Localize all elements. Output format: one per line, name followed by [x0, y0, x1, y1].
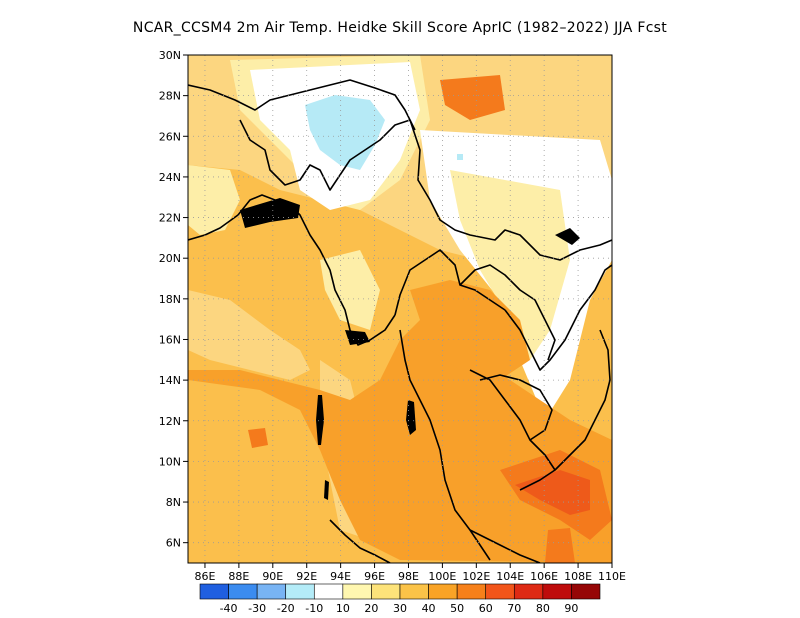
cambodia-border: [479, 374, 553, 441]
lon-tick-label: 102E: [462, 570, 490, 583]
lon-tick-label: 98E: [398, 570, 419, 583]
indochina-coast: [504, 264, 612, 371]
colorbar-swatch: [456, 583, 487, 600]
lon-tick-label: 92E: [296, 570, 317, 583]
himalaya-border: [188, 79, 416, 131]
colorbar-swatch: [428, 583, 458, 600]
field-west-pale: [188, 165, 240, 235]
colorbar-swatch: [199, 583, 229, 600]
laos-border: [459, 264, 556, 361]
colorbar-swatch: [228, 583, 258, 600]
colorbar-label: 20: [364, 602, 378, 615]
colorbar-label: 50: [450, 602, 464, 615]
colorbar-swatch: [371, 583, 401, 600]
sundarbans-delta: [240, 198, 300, 228]
lon-tick-label: 104E: [496, 570, 524, 583]
thai-peninsula: [399, 329, 491, 561]
field-deep-1: [440, 75, 505, 120]
lat-tick-label: 24N: [159, 171, 181, 184]
lat-tick-label: 30N: [159, 49, 181, 62]
lon-axis: 86E 88E 90E 92E 94E 96E 98E 100E 102E 104E 106E 108…: [194, 563, 626, 583]
colorbar-swatch: [513, 583, 544, 600]
islands: [240, 198, 580, 500]
lat-tick-label: 12N: [159, 415, 181, 428]
vietnam-coast: [554, 329, 611, 471]
colorbar-swatch: [342, 583, 372, 600]
colorbar-swatch: [485, 583, 515, 600]
mergui-archipelago: [406, 400, 416, 435]
field-mid-pale: [320, 250, 380, 330]
colorbar-label: 30: [393, 602, 407, 615]
graticule: [188, 55, 612, 563]
lon-tick-label: 86E: [194, 570, 215, 583]
field-cyan-north: [305, 95, 385, 170]
lon-tick-label: 100E: [428, 570, 456, 583]
colorbar-swatch: [542, 583, 572, 600]
colorbar-label: 90: [564, 602, 578, 615]
map-title: NCAR_CCSM4 2m Air Temp. Heidke Skill Sco…: [132, 20, 668, 36]
colorbar-label: 80: [536, 602, 550, 615]
colorbar-label: -20: [277, 602, 295, 615]
coastlines-borders: [188, 79, 612, 563]
myanmar-thai-border: [394, 249, 506, 316]
lon-tick-label: 94E: [330, 570, 351, 583]
colorbar-label: 40: [422, 602, 436, 615]
lon-tick-label: 96E: [364, 570, 385, 583]
colorbar-swatch: [256, 583, 287, 600]
nicobar-islands: [324, 480, 329, 500]
lat-tick-label: 6N: [166, 537, 181, 550]
lon-tick-label: 90E: [262, 570, 283, 583]
irrawaddy-delta: [345, 330, 370, 345]
colorbar-label: 60: [479, 602, 493, 615]
lat-tick-label: 20N: [159, 252, 181, 265]
colorbar-label: 70: [507, 602, 521, 615]
lat-tick-label: 28N: [159, 90, 181, 103]
field-bay-light: [188, 290, 310, 380]
lon-tick-label: 106E: [530, 570, 558, 583]
andaman-islands: [316, 395, 324, 445]
lat-tick-label: 22N: [159, 212, 181, 225]
field-deep-4: [545, 528, 575, 563]
field-cyan-dot: [457, 154, 463, 160]
lon-tick-label: 88E: [228, 570, 249, 583]
skill-score-field: [188, 55, 612, 563]
field-south-orange: [188, 320, 612, 563]
field-center-orange: [410, 280, 530, 380]
lat-tick-label: 18N: [159, 293, 181, 306]
lon-tick-label: 108E: [564, 570, 592, 583]
lat-tick-label: 10N: [159, 455, 181, 468]
colorbar-label: -30: [248, 602, 266, 615]
lat-tick-label: 16N: [159, 333, 181, 346]
lat-tick-label: 8N: [166, 496, 181, 509]
lat-axis: 30N 28N 26N 24N 22N 20N 18N 16N 14N 12N 10N 8N 6N: [159, 49, 188, 550]
colorbar-swatch: [399, 583, 429, 600]
colorbar-swatch: [313, 583, 344, 600]
myanmar-china-border: [409, 119, 612, 261]
colorbar-swatch: [285, 583, 315, 600]
field-red-1: [515, 470, 590, 515]
map-frame: [187, 54, 613, 564]
india-bangladesh-coast: [188, 194, 396, 346]
colorbar-swatch: [571, 583, 601, 600]
lat-tick-label: 14N: [159, 374, 181, 387]
field-deep-3: [248, 428, 268, 448]
sumatra-north: [329, 519, 391, 563]
colorbar: [199, 583, 601, 600]
colorbar-labels: -40 -30 -20 -10 10 20 30 40 50 60 70 80 90: [220, 602, 579, 615]
lon-tick-label: 110E: [598, 570, 626, 583]
hainan-coast: [555, 228, 580, 245]
colorbar-label: -10: [305, 602, 323, 615]
northeast-border: [239, 119, 411, 191]
lat-tick-label: 26N: [159, 130, 181, 143]
colorbar-label: -40: [220, 602, 238, 615]
colorbar-label: 10: [336, 602, 350, 615]
